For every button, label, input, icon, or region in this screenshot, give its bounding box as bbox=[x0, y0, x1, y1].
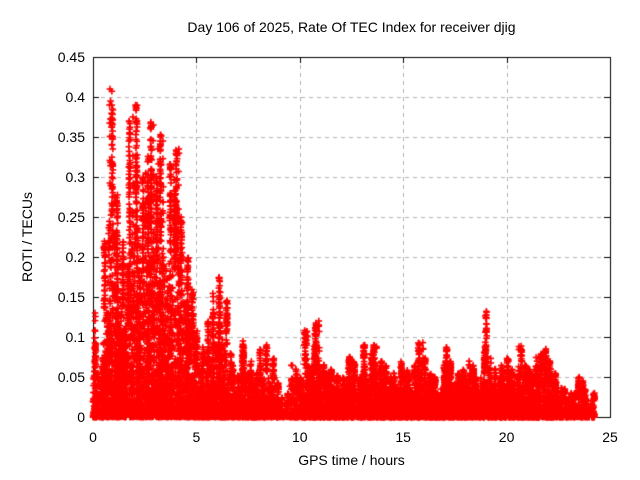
y-tick-label: 0.25 bbox=[57, 209, 85, 225]
y-tick-label: 0.45 bbox=[57, 49, 85, 65]
x-tick-label: 10 bbox=[292, 429, 308, 445]
chart-title: Day 106 of 2025, Rate Of TEC Index for r… bbox=[187, 19, 516, 35]
y-tick-label: 0.4 bbox=[65, 89, 85, 105]
x-tick-label: 20 bbox=[498, 429, 515, 445]
x-tick-label: 25 bbox=[602, 429, 618, 445]
y-tick-label: 0.05 bbox=[57, 369, 85, 385]
x-tick-label: 15 bbox=[395, 429, 411, 445]
x-tick-label: 0 bbox=[89, 429, 97, 445]
y-tick-label: 0 bbox=[77, 409, 85, 425]
y-tick-label: 0.3 bbox=[65, 169, 85, 185]
y-tick-label: 0.15 bbox=[57, 289, 85, 305]
y-tick-label: 0.2 bbox=[65, 249, 85, 265]
x-tick-label: 5 bbox=[192, 429, 201, 445]
x-axis-label: GPS time / hours bbox=[298, 452, 405, 468]
y-tick-label: 0.1 bbox=[65, 329, 85, 345]
y-axis-label: ROTI / TECUs bbox=[19, 192, 35, 282]
y-tick-label: 0.35 bbox=[57, 129, 85, 145]
